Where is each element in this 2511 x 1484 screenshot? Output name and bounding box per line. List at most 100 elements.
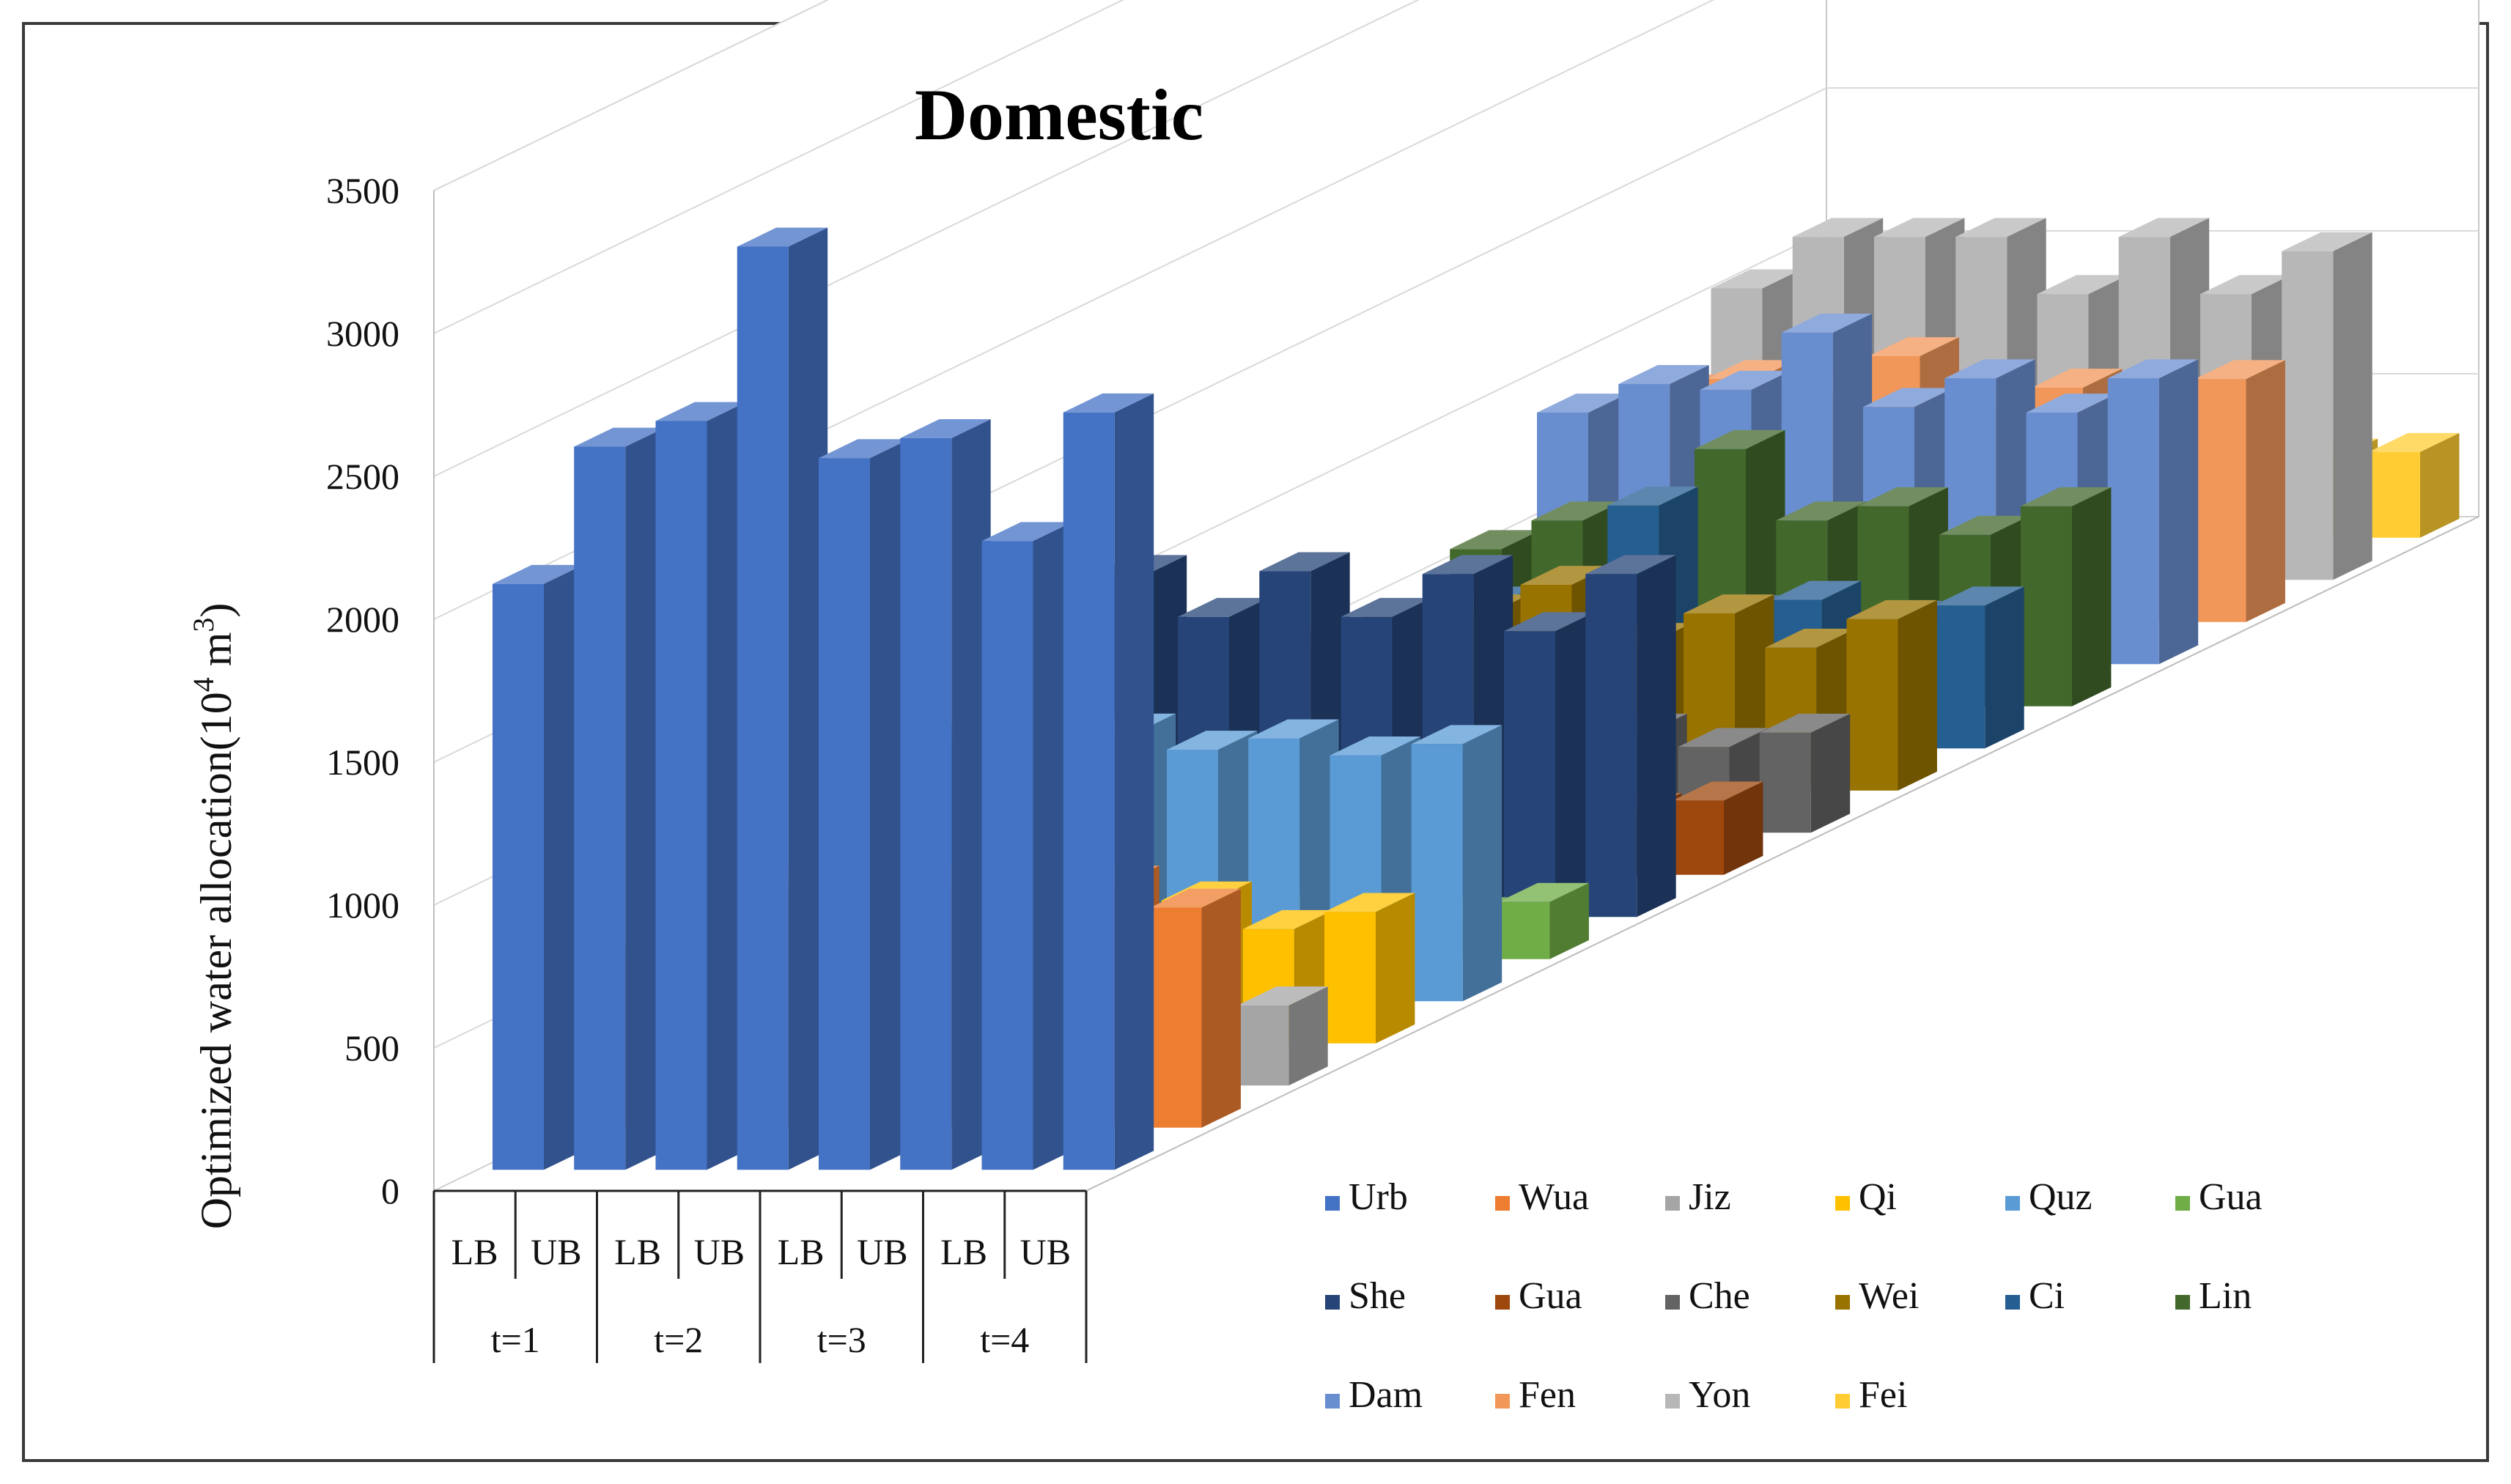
legend-label: Ci <box>2029 1275 2065 1317</box>
bar <box>1846 599 1937 791</box>
bar <box>1324 893 1415 1044</box>
legend-item: Wei <box>1835 1275 1919 1317</box>
bar <box>493 564 583 1170</box>
bar <box>2107 359 2199 665</box>
x-group-label: t=1 <box>491 1319 540 1360</box>
legend-swatch <box>1495 1295 1510 1310</box>
bar <box>1504 612 1595 918</box>
y-axis-label-sup: 4 <box>187 677 220 692</box>
legend-swatch <box>1495 1394 1510 1409</box>
y-axis-label-sup2: 3 <box>187 618 220 632</box>
legend-item: Quz <box>2005 1176 2092 1218</box>
y-tick-label: 2000 <box>326 599 399 640</box>
legend-item: Urb <box>1325 1176 1408 1218</box>
legend-swatch <box>1325 1196 1340 1211</box>
legend-swatch <box>1835 1394 1850 1409</box>
bar <box>2021 487 2112 706</box>
y-axis-label: Optimized water allocation(104 m3) <box>187 603 240 1230</box>
y-tick-label: 500 <box>344 1027 399 1068</box>
x-group-label: t=2 <box>654 1319 703 1360</box>
bar <box>1933 586 2024 749</box>
x-tick-label: LB <box>940 1231 987 1272</box>
x-tick-label: LB <box>614 1231 661 1272</box>
bar <box>574 427 665 1170</box>
legend-swatch <box>1665 1295 1680 1310</box>
legend-item: Yon <box>1665 1374 1750 1416</box>
legend-label: Qi <box>1859 1176 1897 1218</box>
x-tick-label: UB <box>1020 1231 1071 1272</box>
bar <box>2282 232 2372 580</box>
bar <box>737 227 828 1170</box>
legend-label: Jiz <box>1689 1176 1731 1218</box>
x-tick-label: LB <box>778 1231 825 1272</box>
gridline <box>433 0 1420 477</box>
x-group-label: t=3 <box>817 1319 866 1360</box>
bar <box>1063 393 1154 1170</box>
legend-swatch <box>2005 1196 2020 1211</box>
gridline <box>433 0 1124 334</box>
y-axis-label-unit: m <box>192 632 240 678</box>
bar <box>2194 360 2285 622</box>
legend-item: Fen <box>1495 1374 1576 1416</box>
chart-bars <box>493 218 2460 1170</box>
bar <box>1498 882 1589 959</box>
legend-swatch <box>1325 1394 1340 1409</box>
gridline <box>433 0 1715 620</box>
y-tick-label: 2500 <box>326 456 399 497</box>
legend-swatch <box>1495 1196 1510 1211</box>
legend-label: Fen <box>1519 1374 1576 1416</box>
chart-axes: 0 500 1000 1500 2000 2500 3000 3500 LB UB LB UB LB UB… <box>326 170 2479 1363</box>
legend-swatch <box>2005 1295 2020 1310</box>
legend-item: Jiz <box>1665 1176 1731 1218</box>
legend-label: Quz <box>2029 1176 2092 1218</box>
legend-label: She <box>1349 1275 1406 1317</box>
bar <box>655 402 746 1170</box>
legend-label: Yon <box>1689 1374 1750 1416</box>
legend-item: Qi <box>1835 1176 1897 1218</box>
bar <box>819 439 910 1170</box>
legend-label: Che <box>1689 1275 1750 1317</box>
bar <box>1150 888 1241 1128</box>
floor-edge <box>1085 516 2479 1192</box>
bar <box>1759 713 1851 833</box>
legend-item: Wua <box>1495 1176 1589 1218</box>
x-tick-label: LB <box>451 1231 498 1272</box>
bar <box>981 522 1072 1170</box>
y-axis-label-close: ) <box>192 603 240 618</box>
legend-item: Dam <box>1325 1374 1423 1416</box>
legend-item: Gua <box>2175 1176 2263 1218</box>
legend-swatch <box>1835 1295 1850 1310</box>
legend-item: She <box>1325 1275 1406 1317</box>
bar <box>1673 781 1763 875</box>
x-tick-label: UB <box>857 1231 907 1272</box>
legend-label: Lin <box>2199 1275 2252 1317</box>
legend-label: Wua <box>1519 1176 1589 1218</box>
legend-swatch <box>2175 1196 2190 1211</box>
legend-swatch <box>1665 1394 1680 1409</box>
x-tick-label: UB <box>531 1231 581 1272</box>
y-tick-label: 3500 <box>326 170 399 211</box>
legend-item: Fei <box>1835 1374 1907 1416</box>
legend-label: Urb <box>1349 1176 1408 1218</box>
bar <box>1237 986 1328 1086</box>
y-axis-label-main: Optimized water allocation(10 <box>192 692 240 1229</box>
y-tick-label: 3000 <box>326 313 399 354</box>
legend-label: Wei <box>1859 1275 1919 1317</box>
y-tick-label: 0 <box>381 1170 399 1211</box>
legend-swatch <box>1665 1196 1680 1211</box>
y-tick-label: 1500 <box>326 742 399 783</box>
bar <box>900 418 991 1170</box>
y-tick-label: 1000 <box>326 885 399 926</box>
bar <box>1411 725 1502 1002</box>
bar <box>2369 432 2460 538</box>
x-tick-label: UB <box>694 1231 745 1272</box>
legend-label: Gua <box>2199 1176 2263 1218</box>
legend-swatch <box>1325 1295 1340 1310</box>
bar <box>1585 555 1676 918</box>
legend-item: Che <box>1665 1275 1750 1317</box>
legend: Urb Wua Jiz Qi Quz Gua She Gua Che Wei Ci Lin Dam Fen… <box>1325 1176 2263 1416</box>
legend-label: Dam <box>1349 1374 1423 1416</box>
legend-label: Fei <box>1859 1374 1907 1416</box>
legend-swatch <box>1835 1196 1850 1211</box>
legend-swatch <box>2175 1295 2190 1310</box>
